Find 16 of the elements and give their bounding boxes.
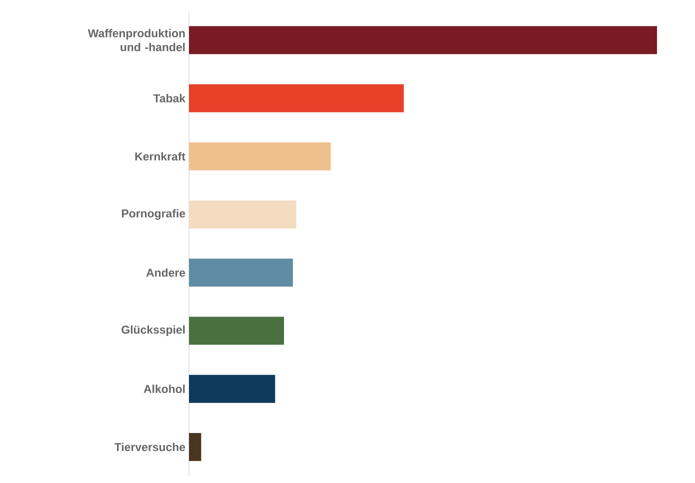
bar <box>189 374 276 403</box>
y-tick-label: Alkohol <box>144 384 185 394</box>
y-tick-label: Tierversuche <box>114 442 186 452</box>
bar <box>189 258 293 287</box>
y-tick-label: Glücksspiel <box>122 325 185 336</box>
y-tick-label: Pornografie <box>122 209 186 220</box>
y-tick-label: Waffenproduktion und -handel <box>88 28 185 52</box>
y-tick-label: Andere <box>146 268 186 277</box>
y-tick-label: Tabak <box>153 94 186 102</box>
bar <box>189 26 658 54</box>
bar <box>189 316 284 345</box>
bar <box>189 432 202 461</box>
bar <box>189 84 404 112</box>
bar <box>189 142 331 170</box>
y-tick-label: Kernkraft <box>135 152 186 161</box>
bar <box>189 200 296 228</box>
